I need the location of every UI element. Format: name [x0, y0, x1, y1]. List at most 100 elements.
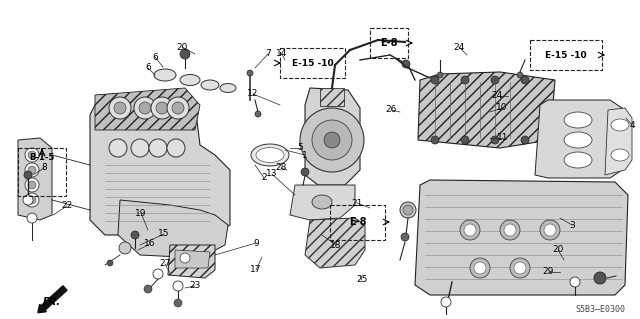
Ellipse shape: [220, 84, 236, 93]
Circle shape: [460, 220, 480, 240]
Circle shape: [173, 281, 183, 291]
Text: 14: 14: [276, 49, 288, 58]
Circle shape: [180, 49, 190, 59]
Polygon shape: [535, 100, 622, 178]
Circle shape: [114, 102, 126, 114]
Text: 18: 18: [330, 241, 342, 249]
Circle shape: [119, 242, 131, 254]
Circle shape: [28, 166, 36, 174]
Text: 11: 11: [497, 133, 509, 143]
Polygon shape: [95, 88, 200, 130]
Text: E-15 -10: E-15 -10: [545, 50, 587, 60]
Circle shape: [149, 139, 167, 157]
Text: 17: 17: [250, 265, 262, 275]
Circle shape: [25, 193, 39, 207]
Text: 3: 3: [569, 220, 575, 229]
Bar: [370, 28, 408, 58]
Text: 23: 23: [189, 281, 201, 291]
Circle shape: [301, 168, 309, 176]
Circle shape: [156, 102, 168, 114]
Text: 28: 28: [275, 164, 287, 173]
Circle shape: [25, 178, 39, 192]
Text: S5B3—E0300: S5B3—E0300: [575, 306, 625, 315]
Circle shape: [437, 72, 443, 78]
Circle shape: [144, 285, 152, 293]
Ellipse shape: [256, 147, 284, 162]
Ellipse shape: [564, 112, 592, 128]
Circle shape: [27, 213, 37, 223]
Circle shape: [151, 97, 173, 119]
Text: E-8: E-8: [380, 38, 397, 48]
Circle shape: [402, 60, 410, 68]
Ellipse shape: [201, 80, 219, 90]
Text: FR.: FR.: [43, 297, 61, 307]
Circle shape: [464, 224, 476, 236]
Circle shape: [510, 258, 530, 278]
Circle shape: [109, 139, 127, 157]
Circle shape: [131, 231, 139, 239]
Text: E-15 -10: E-15 -10: [292, 58, 334, 68]
Circle shape: [139, 102, 151, 114]
Ellipse shape: [564, 152, 592, 168]
Text: 5: 5: [297, 144, 303, 152]
Text: 15: 15: [158, 229, 170, 239]
Text: 27: 27: [159, 259, 171, 269]
Ellipse shape: [564, 132, 592, 148]
Bar: [320, 88, 344, 106]
Circle shape: [470, 258, 490, 278]
Circle shape: [153, 269, 163, 279]
Polygon shape: [90, 90, 230, 235]
Text: 29: 29: [542, 268, 554, 277]
Polygon shape: [605, 108, 632, 175]
Circle shape: [312, 120, 352, 160]
Text: 4: 4: [629, 121, 635, 130]
Circle shape: [514, 262, 526, 274]
Text: 7: 7: [265, 49, 271, 58]
Polygon shape: [118, 200, 228, 258]
Circle shape: [400, 202, 416, 218]
Circle shape: [517, 72, 523, 78]
Bar: [330, 205, 385, 240]
Circle shape: [109, 97, 131, 119]
Circle shape: [491, 136, 499, 144]
Text: 10: 10: [496, 103, 508, 113]
Text: 26: 26: [385, 106, 397, 115]
Polygon shape: [290, 185, 355, 220]
Circle shape: [401, 233, 409, 241]
Bar: [18, 148, 66, 196]
Ellipse shape: [180, 75, 200, 85]
Ellipse shape: [611, 119, 629, 131]
Text: 22: 22: [61, 202, 72, 211]
Circle shape: [300, 108, 364, 172]
Circle shape: [491, 76, 499, 84]
Text: 25: 25: [356, 276, 368, 285]
Circle shape: [28, 196, 36, 204]
Circle shape: [594, 272, 606, 284]
Circle shape: [504, 224, 516, 236]
Circle shape: [521, 136, 529, 144]
Circle shape: [570, 277, 580, 287]
Text: E-8: E-8: [349, 217, 367, 227]
Text: 24: 24: [492, 92, 502, 100]
Circle shape: [544, 224, 556, 236]
Circle shape: [167, 97, 189, 119]
Circle shape: [403, 205, 413, 215]
Text: 21: 21: [351, 198, 363, 207]
Circle shape: [174, 299, 182, 307]
Circle shape: [255, 111, 261, 117]
Text: 6: 6: [145, 63, 151, 72]
Text: B-1-5: B-1-5: [29, 153, 54, 162]
Circle shape: [500, 220, 520, 240]
Bar: [280, 48, 345, 78]
Ellipse shape: [611, 149, 629, 161]
Circle shape: [521, 76, 529, 84]
Circle shape: [461, 136, 469, 144]
Text: 13: 13: [266, 169, 278, 179]
Circle shape: [461, 76, 469, 84]
Text: 20: 20: [552, 246, 564, 255]
Circle shape: [247, 70, 253, 76]
Circle shape: [441, 297, 451, 307]
Circle shape: [431, 76, 439, 84]
Text: 6: 6: [152, 53, 158, 62]
Text: 2: 2: [261, 174, 267, 182]
